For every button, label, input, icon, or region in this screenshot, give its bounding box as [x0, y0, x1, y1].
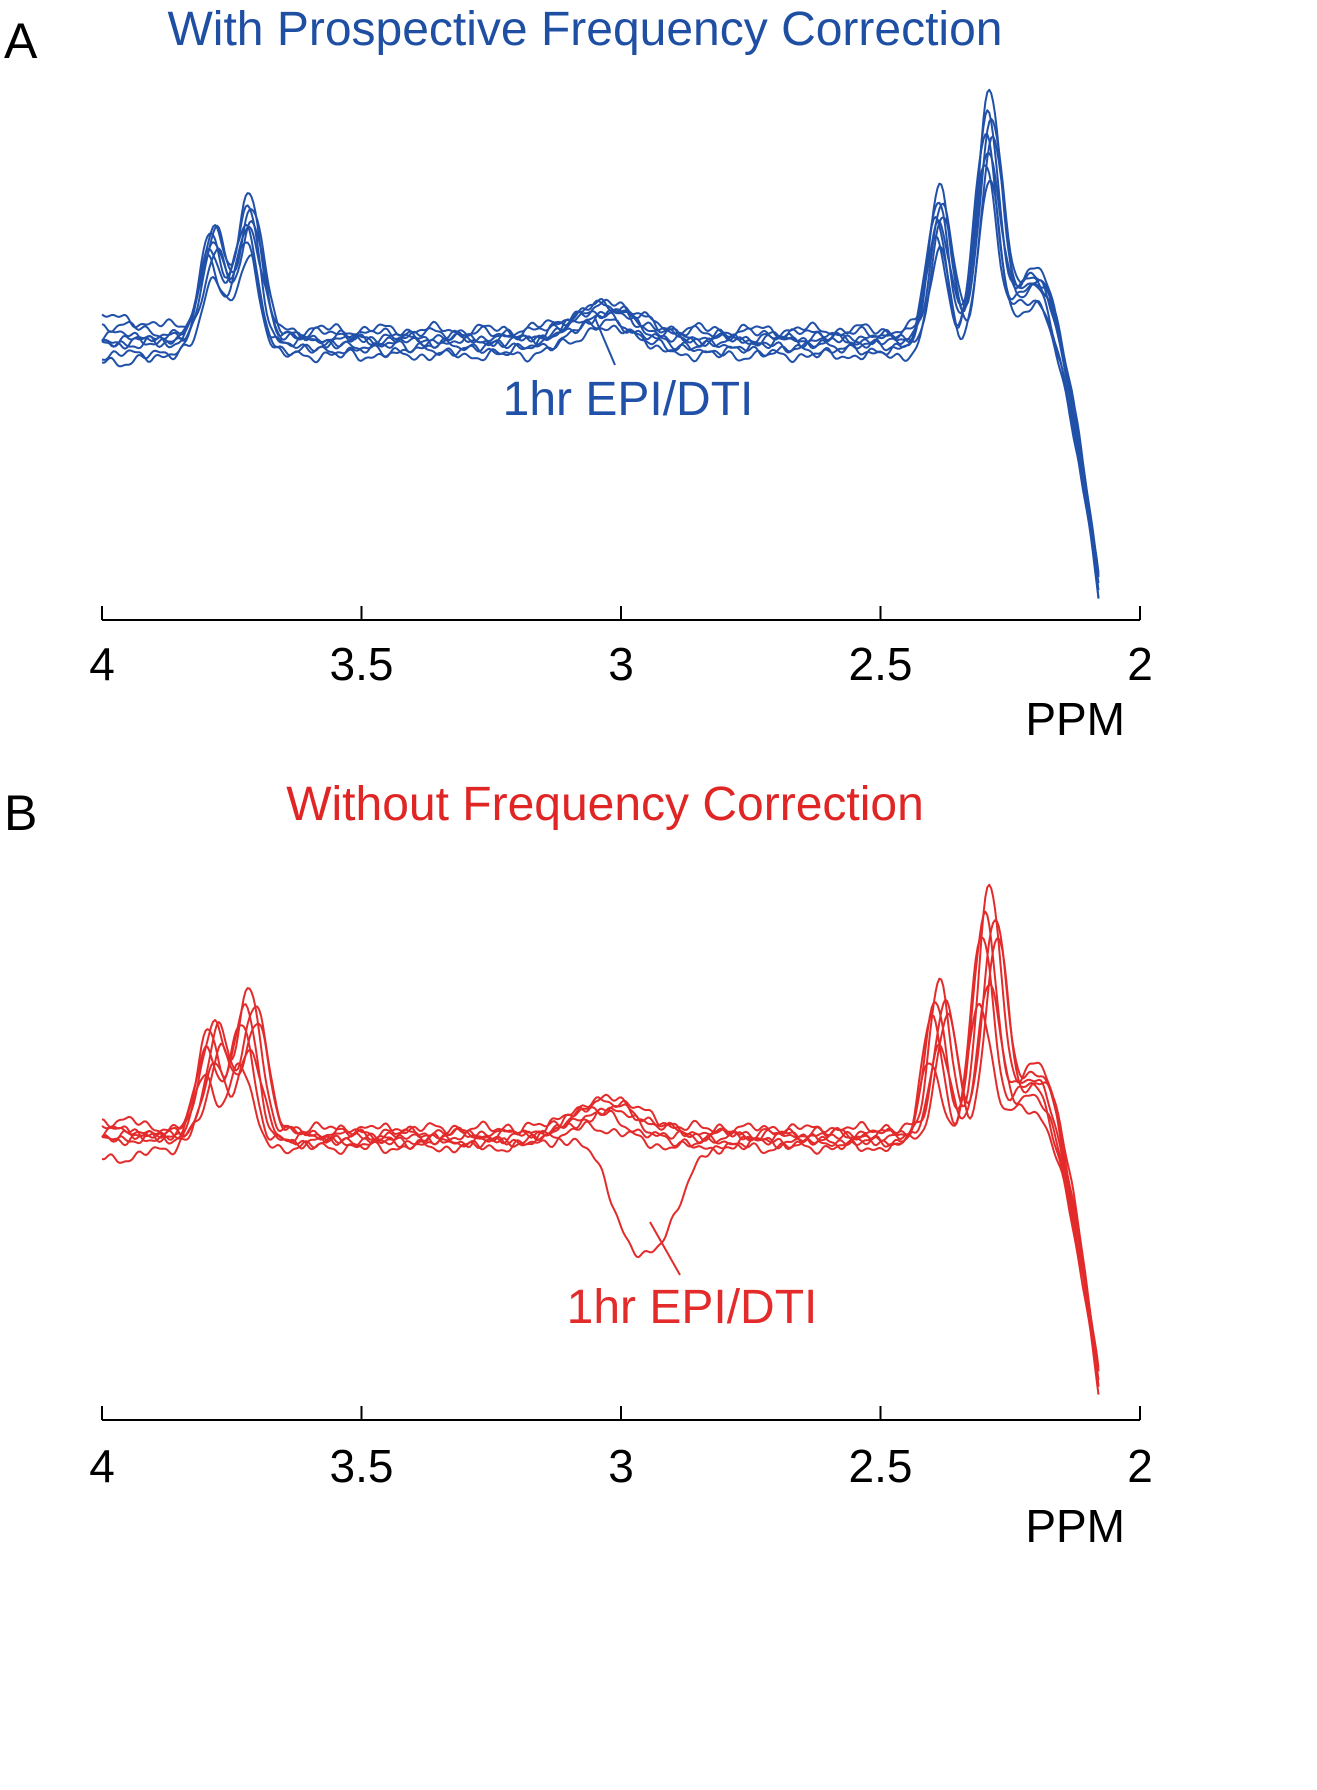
panel-title-A: With Prospective Frequency Correction: [168, 3, 1003, 56]
x-tick-label-A-2: 3: [608, 638, 634, 690]
x-tick-label-A-1: 3.5: [330, 638, 394, 690]
x-tick-label-B-4: 2: [1127, 1440, 1153, 1492]
x-tick-label-B-1: 3.5: [330, 1440, 394, 1492]
spectrum-line-A-8: [101, 180, 1100, 599]
spectrum-line-A-4: [101, 133, 1100, 591]
x-tick-label-A-3: 2.5: [849, 638, 913, 690]
x-tick-label-A-4: 2: [1127, 638, 1153, 690]
spectrum-line-A-3: [101, 117, 1100, 577]
annotation-text-B: 1hr EPI/DTI: [567, 1281, 818, 1334]
x-tick-label-B-3: 2.5: [849, 1440, 913, 1492]
annotation-leader-A: [594, 317, 616, 366]
spectrum-line-B-7: [101, 983, 1100, 1387]
panel-title-B: Without Frequency Correction: [286, 778, 924, 831]
x-axis-label-A: PPM: [1025, 693, 1125, 745]
panel-label-A: A: [4, 13, 38, 69]
x-tick-label-B-2: 3: [608, 1440, 634, 1492]
spectrum-line-A-5: [101, 135, 1100, 578]
spectrum-line-B-2: [101, 910, 1100, 1381]
spectrum-line-A-7: [101, 152, 1100, 575]
spectrum-line-B-4: [101, 936, 1100, 1387]
x-tick-label-B-0: 4: [89, 1440, 115, 1492]
annotation-leader-B: [649, 1221, 681, 1276]
spectrum-line-A-2: [101, 109, 1100, 584]
x-axis-label-B: PPM: [1025, 1500, 1125, 1552]
panel-label-B: B: [4, 785, 37, 841]
spectrum-line-B-5: [101, 937, 1100, 1372]
x-tick-label-A-0: 4: [89, 638, 115, 690]
annotation-text-A: 1hr EPI/DTI: [503, 373, 754, 426]
